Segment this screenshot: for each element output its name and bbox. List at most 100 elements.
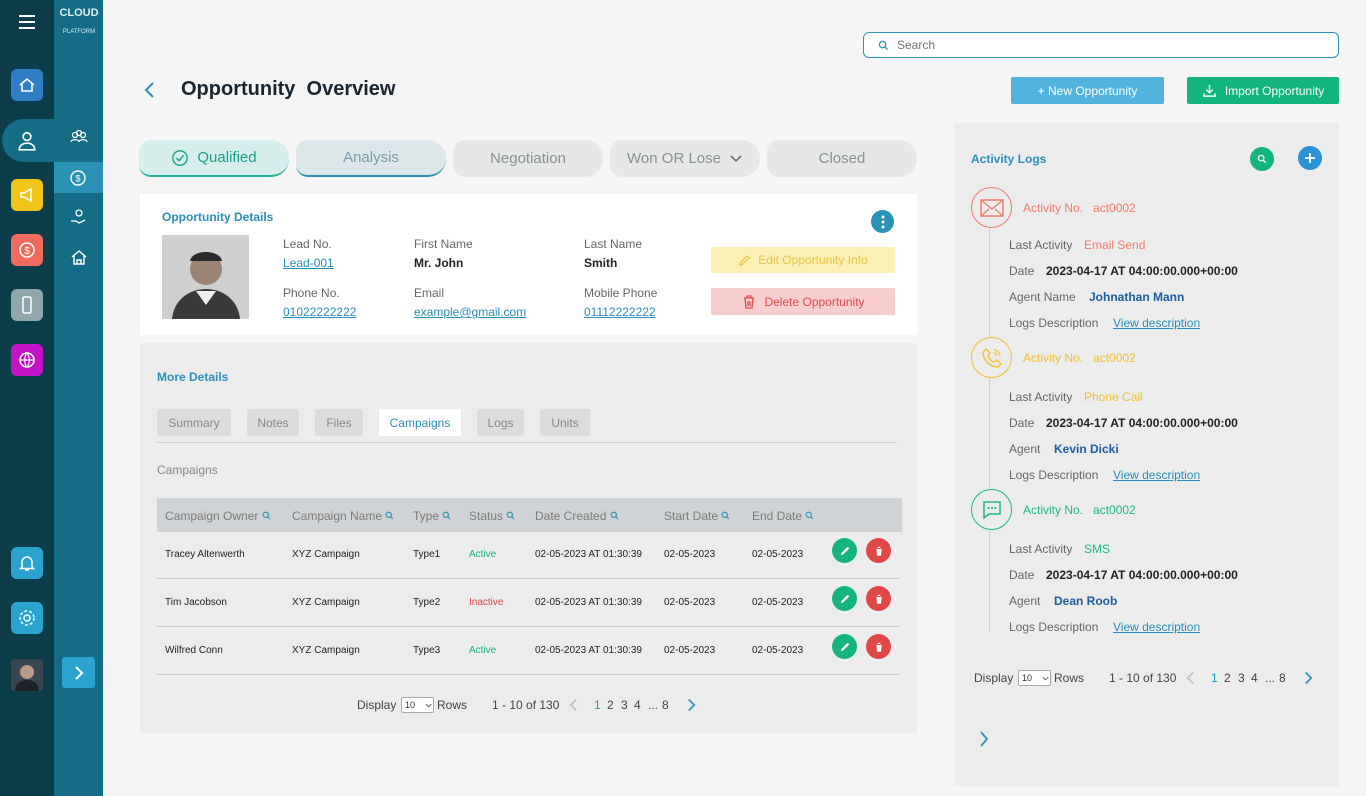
search-icon[interactable] (506, 511, 515, 520)
row-divider (157, 674, 899, 675)
cell-type: Type1 (413, 549, 441, 560)
column-header-start-date[interactable]: Start Date (664, 509, 730, 523)
dashboard-icon[interactable] (11, 69, 43, 101)
first-name-value: Mr. John (414, 256, 464, 270)
search-icon[interactable] (385, 511, 394, 520)
expand-panel-icon[interactable] (978, 730, 990, 753)
page-8[interactable]: 8 (662, 698, 669, 712)
back-arrow-icon[interactable] (140, 78, 160, 102)
prev-page-icon[interactable] (568, 697, 579, 718)
cell-owner: Tracey Altenwerth (165, 549, 245, 560)
delete-row-button[interactable] (866, 634, 891, 659)
page-2[interactable]: 2 (607, 698, 614, 712)
view-description-link[interactable]: View description (1113, 316, 1201, 330)
delete-row-button[interactable] (866, 538, 891, 563)
search-logs-button[interactable] (1250, 147, 1274, 171)
column-header-type[interactable]: Type (413, 509, 451, 523)
bell-icon[interactable] (11, 547, 43, 579)
page-3[interactable]: 3 (621, 698, 628, 712)
edit-opportunity-button[interactable]: Edit Opportunity Info (711, 247, 895, 273)
mobile-link[interactable]: 01112222222 (584, 305, 656, 319)
rows-per-page-select[interactable]: 10 (401, 697, 434, 713)
log-last-activity-value: Email Send (1084, 238, 1146, 252)
search-icon[interactable] (805, 511, 814, 520)
edit-row-button[interactable] (832, 586, 857, 611)
tab-units[interactable]: Units (540, 409, 590, 436)
chevron-right-icon (74, 665, 84, 680)
edit-row-button[interactable] (832, 538, 857, 563)
next-page-icon[interactable] (686, 697, 697, 718)
page-3[interactable]: 3 (1238, 671, 1245, 685)
log-last-activity-label: Last Activity (1009, 390, 1073, 404)
delete-row-button[interactable] (866, 586, 891, 611)
user-avatar[interactable] (11, 659, 43, 691)
column-header-end-date[interactable]: End Date (752, 509, 814, 523)
new-opportunity-button[interactable]: + New Opportunity (1011, 77, 1164, 104)
search-icon[interactable] (610, 511, 619, 520)
tab-files[interactable]: Files (315, 409, 363, 436)
page-4[interactable]: 4 (1251, 671, 1258, 685)
cell-name: XYZ Campaign (292, 645, 360, 656)
more-options-icon[interactable] (871, 210, 894, 233)
menu-icon[interactable] (17, 12, 37, 32)
edit-row-button[interactable] (832, 634, 857, 659)
stage-label: Analysis (343, 149, 399, 166)
stage-qualified[interactable]: Qualified (139, 140, 289, 177)
next-page-icon[interactable] (1303, 670, 1314, 691)
mobile-icon[interactable] (11, 289, 43, 321)
page-1[interactable]: 1 (594, 698, 601, 712)
add-log-button[interactable] (1298, 146, 1322, 170)
expand-sidebar-button[interactable] (62, 657, 95, 688)
delete-opportunity-button[interactable]: Delete Opportunity (711, 288, 895, 315)
tab-summary[interactable]: Summary (157, 409, 231, 436)
opportunity-nav-item[interactable]: $ (54, 162, 103, 193)
finance-icon[interactable]: $ (11, 234, 43, 266)
search-icon[interactable] (262, 511, 271, 520)
tab-logs[interactable]: Logs (477, 409, 524, 436)
log-date-label: Date (1009, 416, 1035, 430)
page-8[interactable]: 8 (1279, 671, 1286, 685)
log-agent-value: Johnathan Mann (1089, 290, 1185, 304)
globe-icon[interactable] (11, 344, 43, 376)
view-description-link[interactable]: View description (1113, 468, 1201, 482)
lead-no-link[interactable]: Lead-001 (283, 256, 334, 270)
tab-notes[interactable]: Notes (247, 409, 299, 436)
email-link[interactable]: example@gmail.com (414, 305, 527, 319)
timeline-line (989, 227, 990, 632)
column-header-status[interactable]: Status (469, 509, 515, 523)
rows-per-page-select[interactable]: 10 (1018, 670, 1051, 686)
log-description-label: Logs Description (1009, 316, 1099, 330)
cell-start-date: 02-05-2023 (664, 597, 716, 608)
stage-won-or-lose[interactable]: Won OR Lose (610, 140, 760, 177)
hand-coin-icon[interactable] (66, 204, 92, 230)
column-header-campaign-name[interactable]: Campaign Name (292, 509, 394, 523)
stage-closed[interactable]: Closed (767, 140, 917, 177)
settings-icon[interactable] (11, 602, 43, 634)
stage-negotiation[interactable]: Negotiation (453, 140, 603, 177)
log-last-activity-label: Last Activity (1009, 542, 1073, 556)
cell-name: XYZ Campaign (292, 597, 360, 608)
tab-campaigns[interactable]: Campaigns (379, 409, 461, 436)
sub-sidebar: CLOUD PLATFORM $ (54, 0, 103, 796)
page-2[interactable]: 2 (1224, 671, 1231, 685)
page-4[interactable]: 4 (634, 698, 641, 712)
megaphone-icon[interactable] (11, 179, 43, 211)
column-header-campaign-owner[interactable]: Campaign Owner (165, 509, 271, 523)
view-description-link[interactable]: View description (1113, 620, 1201, 634)
page-1[interactable]: 1 (1211, 671, 1218, 685)
phone-link[interactable]: 01022222222 (283, 305, 357, 319)
contacts-nav-item[interactable] (2, 119, 54, 162)
prev-page-icon[interactable] (1185, 670, 1196, 691)
delete-opportunity-label: Delete Opportunity (764, 294, 865, 309)
log-agent-label: Agent (1009, 594, 1041, 608)
search-input[interactable] (897, 38, 1317, 52)
home-icon[interactable] (66, 244, 92, 270)
column-header-date-created[interactable]: Date Created (535, 509, 619, 523)
stage-analysis[interactable]: Analysis (296, 140, 446, 177)
import-opportunity-button[interactable]: Import Opportunity (1187, 77, 1339, 104)
display-label: Display (974, 671, 1014, 685)
search-bar[interactable] (863, 32, 1339, 58)
users-group-icon[interactable] (66, 124, 92, 150)
search-icon[interactable] (442, 511, 451, 520)
search-icon[interactable] (721, 511, 730, 520)
